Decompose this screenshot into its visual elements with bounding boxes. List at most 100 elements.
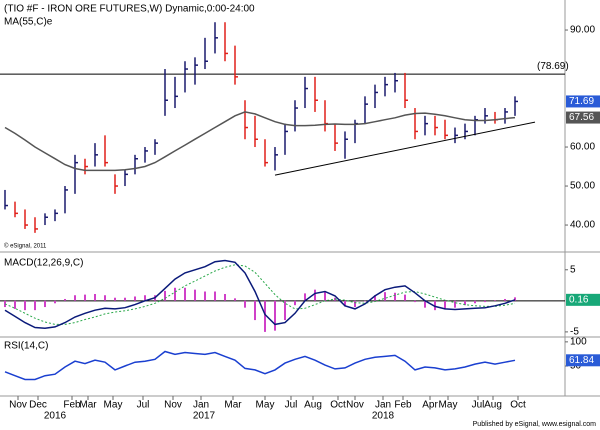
histogram-bar xyxy=(124,297,126,301)
x-tick-label: Nov xyxy=(164,400,182,411)
x-tick-label: Jul xyxy=(137,400,150,411)
histogram-bar xyxy=(344,300,346,307)
histogram-bar xyxy=(214,291,216,301)
x-tick-label: Nov xyxy=(9,400,27,411)
histogram-bar xyxy=(224,294,226,301)
x-tick-label: Aug xyxy=(304,400,322,411)
histogram-bar xyxy=(314,289,316,301)
histogram-bar xyxy=(274,300,276,331)
histogram-bar xyxy=(114,297,116,301)
histogram-bar xyxy=(194,289,196,301)
resistance-label: (78.69) xyxy=(537,61,569,72)
histogram-bar xyxy=(264,300,266,332)
x-tick-label: Aug xyxy=(484,400,502,411)
histogram-bar xyxy=(514,297,516,301)
signal-line xyxy=(4,264,516,325)
histogram-bar xyxy=(394,292,396,301)
x-tick-label: Feb xyxy=(63,400,81,411)
histogram-bar xyxy=(364,300,366,302)
x-tick-label: May xyxy=(104,400,123,411)
moving-average xyxy=(4,111,516,172)
histogram-bar xyxy=(234,298,236,301)
legend-entry: MA(55,C)e xyxy=(4,17,53,28)
histogram-bar xyxy=(204,291,206,301)
y-tick-label: 5 xyxy=(570,264,576,275)
histogram-bar xyxy=(14,300,16,309)
histogram-bar xyxy=(404,294,406,301)
histogram-bar xyxy=(484,300,486,303)
x-tick-label: Jul xyxy=(472,400,485,411)
value-badge xyxy=(566,354,600,367)
histogram-bar xyxy=(294,300,296,306)
histogram-bar xyxy=(84,294,86,301)
x-tick-label: Jan xyxy=(375,400,391,411)
value-badge xyxy=(566,293,600,306)
histogram-bar xyxy=(104,295,106,301)
x-tick-label: Oct xyxy=(510,400,526,411)
x-tick-label: May xyxy=(256,400,275,411)
x-tick-label: Jul xyxy=(285,400,298,411)
chart-title: (TIO #F - IRON ORE FUTURES,W) Dynamic,0:… xyxy=(4,4,255,15)
histogram-bar xyxy=(454,300,456,308)
panel-title: MACD(12,26,9,C) xyxy=(4,258,83,269)
histogram-bar xyxy=(504,298,506,301)
histogram-bar xyxy=(54,300,56,304)
trend-line xyxy=(274,121,536,176)
x-tick-label: Mar xyxy=(79,400,97,411)
histogram-bar xyxy=(354,300,356,308)
value-badge xyxy=(566,111,600,124)
x-tick-label: Feb xyxy=(394,400,412,411)
histogram-bar xyxy=(424,300,426,308)
x-tick-label: Jan xyxy=(193,400,209,411)
x-year-label: 2016 xyxy=(44,411,67,422)
x-tick-label: Oct xyxy=(330,400,346,411)
histogram-bar xyxy=(254,300,256,321)
histogram-bar xyxy=(44,300,46,308)
histogram-bar xyxy=(184,287,186,301)
y-tick-label: 40.00 xyxy=(570,220,595,231)
x-tick-label: Nov xyxy=(346,400,364,411)
histogram-bar xyxy=(494,300,496,301)
histogram-bar xyxy=(244,300,246,308)
value-badge xyxy=(566,95,600,108)
histogram-bar xyxy=(174,287,176,301)
panel-title: RSI(14,C) xyxy=(4,341,48,352)
histogram-bar xyxy=(94,294,96,301)
histogram-bar xyxy=(324,291,326,301)
histogram-bar xyxy=(34,300,36,311)
histogram-bar xyxy=(384,292,386,301)
histogram-bar xyxy=(434,300,436,311)
histogram-bar xyxy=(374,295,376,301)
x-tick-label: May xyxy=(439,400,458,411)
value-badge-label: 67.56 xyxy=(569,112,594,123)
x-year-label: 2017 xyxy=(193,411,216,422)
y-tick-label: 60.00 xyxy=(570,142,595,153)
y-tick-label: 90.00 xyxy=(570,25,595,36)
rsi-line xyxy=(4,350,516,381)
histogram-bar xyxy=(414,300,416,303)
y-tick-label: -5 xyxy=(570,327,579,338)
y-tick-label: 50.00 xyxy=(570,181,595,192)
histogram-bar xyxy=(24,300,26,311)
watermark: © eSignal, 2011 xyxy=(4,243,47,250)
histogram-bar xyxy=(64,298,66,301)
x-tick-label: Dec xyxy=(29,400,47,411)
value-badge-label: 61.84 xyxy=(569,355,594,366)
histogram-bar xyxy=(74,295,76,301)
histogram-bar xyxy=(134,296,136,301)
histogram-bar xyxy=(474,300,476,304)
value-badge-label: 71.69 xyxy=(569,96,594,107)
footer: Published by eSignal, www.esignal.com xyxy=(473,421,597,428)
x-year-label: 2018 xyxy=(372,411,395,422)
histogram-bar xyxy=(464,300,466,306)
histogram-bar xyxy=(444,300,446,310)
macd-line xyxy=(4,259,516,329)
x-tick-label: Mar xyxy=(224,400,242,411)
y-tick-label: 100 xyxy=(570,337,587,348)
x-tick-label: Apr xyxy=(422,400,438,411)
histogram-bar xyxy=(284,300,286,321)
value-badge-label: 0.16 xyxy=(569,294,589,305)
histogram-bar xyxy=(164,290,166,301)
